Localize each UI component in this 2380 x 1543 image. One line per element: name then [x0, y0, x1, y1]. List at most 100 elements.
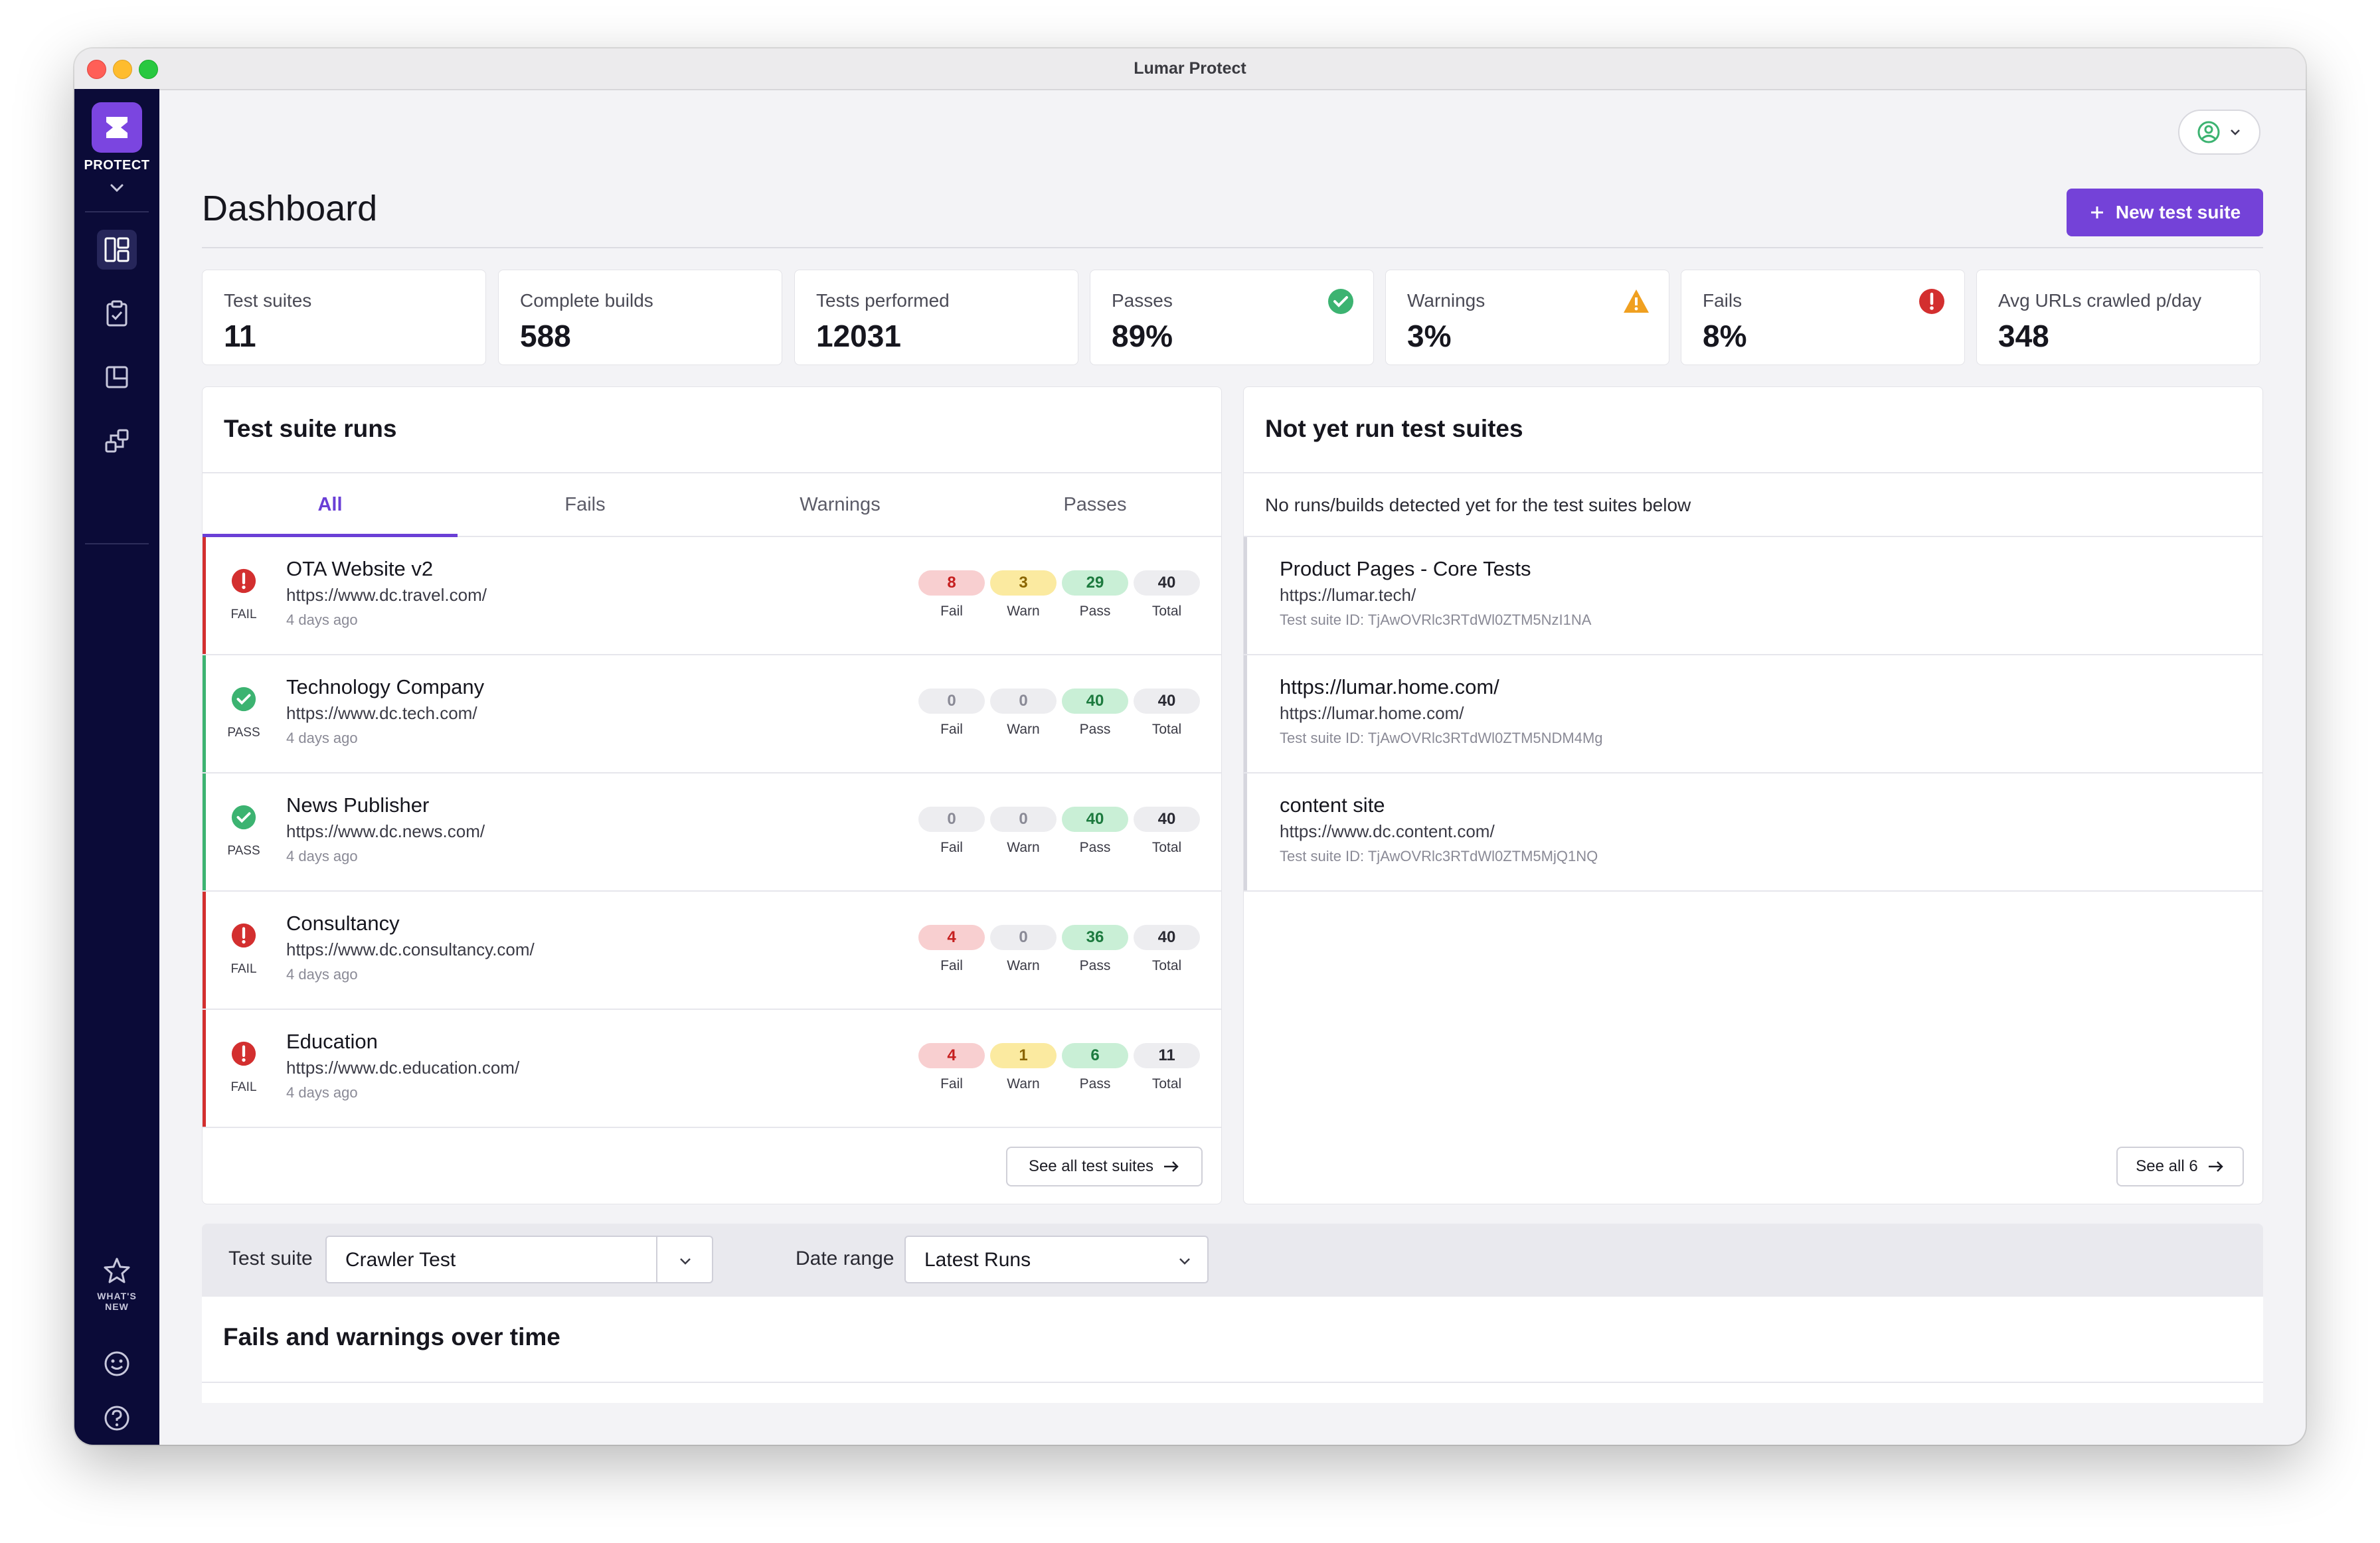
chevron-down-icon[interactable] — [106, 181, 128, 197]
suite-name: Product Pages - Core Tests — [1280, 557, 1531, 580]
pass-count-badge: 40 — [1062, 807, 1128, 832]
stat-label: Test suites — [224, 290, 312, 311]
not-yet-run-subtitle: No runs/builds detected yet for the test… — [1265, 495, 1691, 515]
whats-new-label: WHAT'S NEW — [74, 1291, 159, 1312]
date-range-select[interactable]: Latest Runs — [904, 1236, 1209, 1283]
not-yet-run-row[interactable]: Product Pages - Core Tests https://lumar… — [1244, 537, 2262, 655]
total-label: Total — [1151, 958, 1182, 973]
user-menu-button[interactable] — [2178, 110, 2260, 155]
chart-divider — [202, 1382, 2263, 1383]
run-name: Technology Company — [286, 675, 485, 698]
minimize-window-button[interactable] — [113, 60, 132, 79]
check-circle-icon — [231, 805, 256, 830]
status-bar — [203, 892, 206, 1009]
zoom-window-button[interactable] — [139, 60, 158, 79]
page-title: Dashboard — [202, 189, 378, 228]
suite-url: https://www.dc.content.com/ — [1280, 821, 1495, 841]
test-suite-run-row[interactable]: FAIL Consultancy https://www.dc.consulta… — [203, 892, 1221, 1010]
tab-all[interactable]: All — [203, 473, 458, 537]
not-yet-run-row[interactable]: content site https://www.dc.content.com/… — [1244, 773, 2262, 892]
error-icon — [231, 1041, 256, 1066]
total-label: Total — [1151, 840, 1182, 855]
feedback-button[interactable] — [97, 1344, 137, 1384]
warn-label: Warn — [1007, 722, 1040, 737]
not-yet-run-panel: Not yet run test suites No runs/builds d… — [1243, 386, 2263, 1204]
sidebar-item-integrations[interactable] — [97, 421, 137, 461]
total-count-badge: 11 — [1134, 1043, 1200, 1068]
panel-title: Not yet run test suites — [1265, 415, 1523, 442]
test-suite-run-row[interactable]: FAIL Education https://www.dc.education.… — [203, 1010, 1221, 1128]
total-count-badge: 40 — [1134, 807, 1200, 832]
date-range-filter-label: Date range — [796, 1248, 894, 1269]
warn-count-badge: 0 — [990, 807, 1057, 832]
pass-label: Pass — [1079, 958, 1111, 973]
error-icon — [1919, 289, 1944, 314]
stat-label: Passes — [1112, 290, 1173, 311]
whats-new-button[interactable] — [97, 1251, 137, 1291]
chart-title: Fails and warnings over time — [223, 1323, 560, 1350]
tab-warnings[interactable]: Warnings — [800, 494, 881, 515]
app-window: Lumar Protect PROTECT — [74, 48, 2306, 1445]
stat-value: 89% — [1112, 319, 1173, 353]
window-title: Lumar Protect — [1134, 59, 1246, 78]
close-window-button[interactable] — [87, 60, 106, 79]
check-circle-icon — [231, 687, 256, 712]
row-bar — [1244, 655, 1247, 772]
status-label: PASS — [227, 844, 260, 858]
test-suite-run-row[interactable]: PASS Technology Company https://www.dc.t… — [203, 655, 1221, 773]
see-all-label: See all test suites — [1028, 1157, 1154, 1175]
fails-warnings-chart-card: Fails and warnings over time — [202, 1297, 2263, 1403]
chevron-down-icon — [1179, 1258, 1190, 1265]
status-bar — [203, 655, 206, 772]
sidebar-item-dashboard[interactable] — [97, 230, 137, 270]
pass-count-badge: 36 — [1062, 925, 1128, 950]
total-label: Total — [1151, 604, 1182, 619]
see-all-not-run-button[interactable]: See all 6 — [2116, 1147, 2244, 1186]
sidebar-divider — [85, 211, 149, 212]
test-suite-filter-label: Test suite — [228, 1248, 313, 1269]
pass-count-badge: 40 — [1062, 689, 1128, 714]
test-suite-select-value: Crawler Test — [345, 1249, 456, 1271]
warn-count-badge: 0 — [990, 925, 1057, 950]
tab-fails[interactable]: Fails — [564, 494, 606, 515]
title-bar: Lumar Protect — [74, 48, 2306, 90]
run-time: 4 days ago — [286, 611, 358, 628]
row-bar — [1244, 537, 1247, 654]
run-url: https://www.dc.travel.com/ — [286, 585, 487, 605]
not-yet-run-row[interactable]: https://lumar.home.com/ https://lumar.ho… — [1244, 655, 2262, 773]
stat-value: 588 — [520, 319, 571, 353]
chevron-down-icon — [680, 1258, 691, 1265]
suite-id: Test suite ID: TjAwOVRlc3RTdWl0ZTM5NDM4M… — [1280, 730, 1603, 746]
stat-card-warnings: Warnings 3% — [1385, 270, 1669, 365]
fail-count-badge: 4 — [918, 925, 985, 950]
not-yet-run-subtitle-bar: No runs/builds detected yet for the test… — [1244, 472, 2262, 537]
chart-filter-bar: Test suite Crawler Test Date range Lates… — [202, 1224, 2263, 1297]
protect-logo[interactable] — [92, 102, 142, 153]
sidebar-item-test-suites[interactable] — [97, 293, 137, 333]
sidebar-item-reports[interactable] — [97, 357, 137, 397]
run-name: OTA Website v2 — [286, 557, 434, 580]
see-all-test-suites-button[interactable]: See all test suites — [1006, 1147, 1203, 1186]
run-name: Consultancy — [286, 912, 400, 935]
new-test-suite-button[interactable]: New test suite — [2067, 189, 2263, 236]
run-time: 4 days ago — [286, 730, 358, 746]
warning-icon — [1624, 289, 1649, 313]
total-label: Total — [1151, 722, 1182, 737]
whats-new-line2: NEW — [105, 1301, 129, 1312]
panel-title: Test suite runs — [224, 415, 397, 442]
test-suite-run-row[interactable]: PASS News Publisher https://www.dc.news.… — [203, 773, 1221, 892]
run-url: https://www.dc.consultancy.com/ — [286, 939, 535, 959]
tab-passes[interactable]: Passes — [1063, 494, 1127, 515]
suite-id: Test suite ID: TjAwOVRlc3RTdWl0ZTM5NzI1N… — [1280, 611, 1592, 628]
report-icon — [106, 366, 128, 388]
test-suite-run-row[interactable]: FAIL OTA Website v2 https://www.dc.trave… — [203, 537, 1221, 655]
warn-label: Warn — [1007, 840, 1040, 855]
pass-count-badge: 6 — [1062, 1043, 1128, 1068]
test-suite-select[interactable]: Crawler Test — [325, 1236, 713, 1283]
title-divider — [202, 247, 2263, 248]
help-button[interactable] — [97, 1398, 137, 1438]
suite-url: https://lumar.tech/ — [1280, 585, 1416, 605]
brand-label: PROTECT — [84, 158, 150, 173]
arrow-right-icon — [1164, 1161, 1179, 1172]
total-count-badge: 40 — [1134, 689, 1200, 714]
